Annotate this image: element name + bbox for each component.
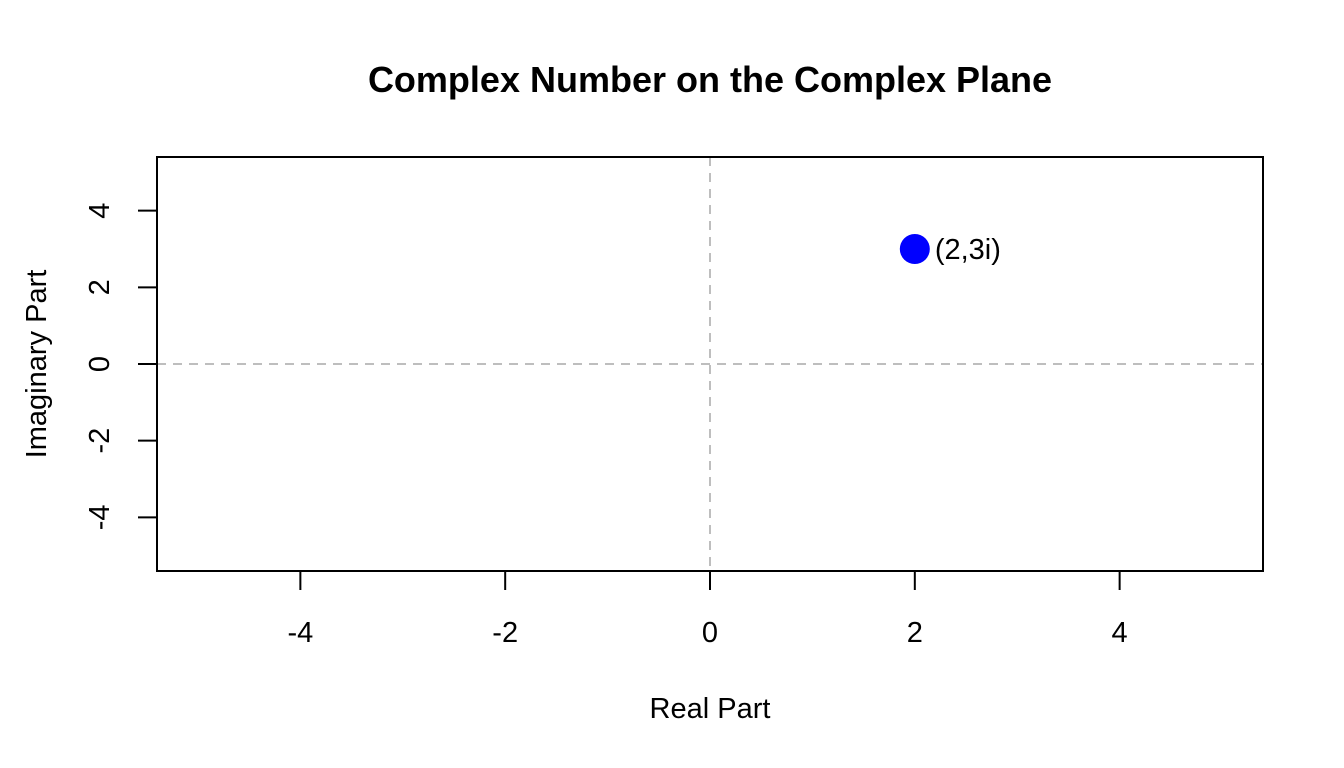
x-tick-label: 2 [907, 617, 923, 649]
y-tick-label: 4 [84, 203, 116, 219]
complex-point-marker [899, 234, 930, 264]
y-axis-label: Imaginary Part [21, 270, 53, 459]
x-axis-label: Real Part [650, 693, 771, 725]
complex-point-label: (2,3i) [935, 234, 1001, 266]
x-tick-label: 0 [702, 617, 718, 649]
y-axis: -4 -2 0 2 4 [84, 203, 157, 530]
y-tick-label: 2 [84, 279, 116, 295]
x-axis: -4 -2 0 2 4 [287, 571, 1128, 649]
x-tick-label: 4 [1112, 617, 1128, 649]
y-tick-label: -2 [84, 428, 116, 454]
y-tick-label: -4 [84, 504, 116, 530]
reference-lines [157, 157, 1263, 571]
chart-title: Complex Number on the Complex Plane [368, 59, 1052, 100]
x-tick-label: -4 [287, 617, 313, 649]
y-tick-label: 0 [84, 356, 116, 372]
data-points: (2,3i) [899, 234, 1001, 266]
x-tick-label: -2 [492, 617, 518, 649]
